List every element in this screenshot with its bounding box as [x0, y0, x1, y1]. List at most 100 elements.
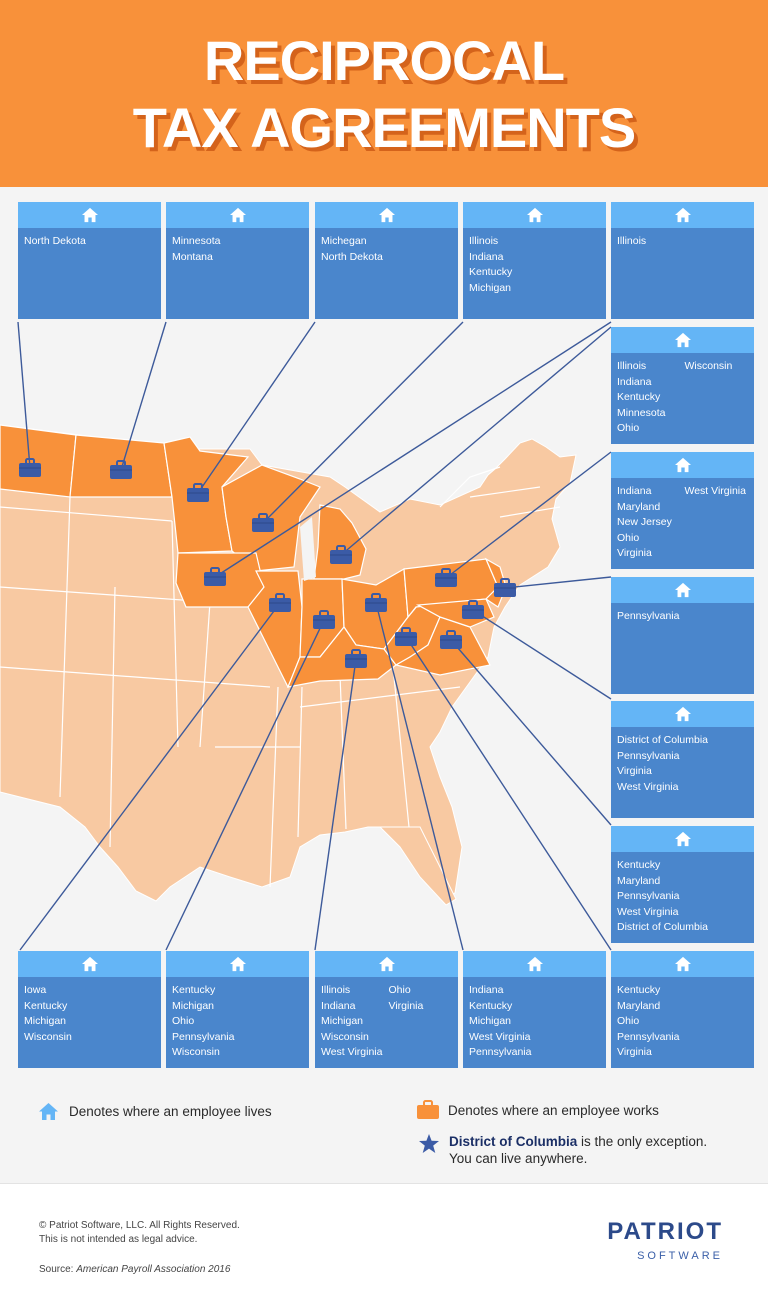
box-body: Illinois Indiana Kentucky Minnesota Ohio Wisc… [611, 353, 754, 444]
box-header [611, 826, 754, 852]
state-name: West Virginia [684, 485, 746, 497]
state-name: Michigan [24, 1015, 67, 1028]
briefcase-icon [329, 545, 353, 570]
state-name: Wisconsin [172, 1046, 220, 1059]
box-body: North Dekota [18, 228, 161, 319]
state-name: Indiana [469, 250, 504, 263]
agreement-box-right1: Illinois Indiana Kentucky Minnesota Ohio Wisc… [611, 327, 754, 444]
patriot-logo: PATRIOT SOFTWARE [607, 1218, 723, 1262]
state-name: Pennsylvania [617, 610, 680, 622]
state-name: West Virginia [617, 780, 679, 793]
state-name: Wisconsin [321, 1030, 369, 1043]
state-name: New Jersey [617, 516, 672, 529]
box-header [18, 202, 161, 228]
connector-lines [17, 321, 612, 951]
legend-lives-label: Denotes where an employee lives [69, 1104, 272, 1119]
state-name: West Virginia [617, 905, 679, 918]
state-name: Pennsylvania [617, 890, 680, 903]
box-body: Minnesota Montana [166, 228, 309, 319]
box-header [463, 202, 606, 228]
state-name: Kentucky [617, 984, 661, 996]
state-name: Virginia [617, 547, 652, 560]
box-body: Indiana Kentucky Michigan West Virginia Penn… [463, 977, 606, 1068]
box-header [315, 951, 458, 977]
briefcase-icon [434, 568, 458, 593]
state-name: District of Columbia [617, 734, 709, 746]
box-header [166, 202, 309, 228]
briefcase-icon [394, 627, 418, 652]
state-name: Michigan [321, 1015, 364, 1028]
house-icon [229, 956, 247, 972]
state-name: Indiana [617, 375, 652, 388]
briefcase-icon [186, 483, 210, 508]
state-name: Illinois [469, 235, 499, 247]
state-name: Minnesota [617, 406, 666, 419]
map-area [0, 187, 768, 1085]
box-header [166, 951, 309, 977]
house-icon [674, 457, 692, 473]
state-name: Ohio [617, 1015, 640, 1028]
box-header [315, 202, 458, 228]
title-banner: RECIPROCAL TAX AGREEMENTS [0, 0, 768, 187]
agreement-box-bot1: Iowa Kentucky Michigan Wisconsin [18, 951, 161, 1068]
agreement-box-bot5: Kentucky Maryland Ohio Pennsylvania Virginia [611, 951, 754, 1068]
disclaimer-text: This is not intended as legal advice. [39, 1234, 198, 1245]
state-name: Wisconsin [684, 360, 733, 372]
briefcase-icon [312, 610, 336, 635]
state-name: Kentucky [617, 391, 661, 404]
state-name: North Dekota [321, 250, 383, 263]
briefcase-icon [493, 578, 517, 603]
state-name: Illinois [617, 360, 647, 372]
source-name: American Payroll Association 2016 [76, 1264, 231, 1275]
source-label: Source: [39, 1264, 77, 1275]
briefcase-icon [461, 600, 485, 625]
agreement-box-bot4: Indiana Kentucky Michigan West Virginia Penn… [463, 951, 606, 1068]
agreement-box-right5: Kentucky Maryland Pennsylvania West Virgini… [611, 826, 754, 943]
agreement-box-top4: Illinois Indiana Kentucky Michigan [463, 202, 606, 319]
house-icon [674, 332, 692, 348]
exception-bold: District of Columbia [449, 1134, 578, 1149]
briefcase-icon [417, 1100, 439, 1119]
state-name: Michegan [321, 235, 367, 247]
state-name: Kentucky [469, 999, 513, 1012]
box-body: Indiana Maryland New Jersey Ohio Virginia Wes… [611, 478, 754, 569]
state-name: Montana [172, 250, 213, 263]
state-name: North Dekota [24, 235, 86, 247]
briefcase-icon [344, 649, 368, 674]
state-name: Illinois [321, 984, 351, 996]
legend-works: Denotes where an employee works [416, 1100, 659, 1120]
box-header [611, 327, 754, 353]
box-body: Kentucky Maryland Pennsylvania West Virgini… [611, 852, 754, 943]
exception-line2: You can live anywhere. [449, 1151, 588, 1166]
state-name: Indiana [469, 984, 504, 996]
box-body: Kentucky Maryland Ohio Pennsylvania Virginia [611, 977, 754, 1068]
state-borders [0, 466, 561, 888]
box-body: Iowa Kentucky Michigan Wisconsin [18, 977, 161, 1068]
state-name: West Virginia [321, 1046, 383, 1059]
state-name: Michigan [469, 1015, 512, 1028]
footer: © Patriot Software, LLC. All Rights Rese… [0, 1183, 768, 1301]
exception-rest: is the only exception. [577, 1134, 708, 1149]
house-icon [526, 956, 544, 972]
briefcase-icon [364, 593, 388, 618]
briefcase-icon [268, 593, 292, 618]
house-icon [674, 956, 692, 972]
state-name: Pennsylvania [172, 1030, 235, 1043]
state-name: Pennsylvania [617, 749, 680, 762]
house-icon [378, 207, 396, 223]
box-body: Kentucky Michigan Ohio Pennsylvania Wisconsi… [166, 977, 309, 1068]
box-header [611, 577, 754, 603]
house-icon [81, 956, 99, 972]
state-name: Indiana [617, 485, 652, 497]
agreement-box-right4: District of Columbia Pennsylvania Virginia… [611, 701, 754, 818]
state-name: Ohio [617, 422, 640, 435]
box-header [611, 202, 754, 228]
state-name: Kentucky [172, 984, 216, 996]
state-name: Virginia [617, 1046, 652, 1059]
house-icon [674, 582, 692, 598]
briefcase-icon [251, 513, 275, 538]
logo-brand: PATRIOT [607, 1218, 723, 1245]
box-body: Illinois Indiana Kentucky Michigan [463, 228, 606, 319]
house-icon [81, 207, 99, 223]
house-icon [378, 956, 396, 972]
